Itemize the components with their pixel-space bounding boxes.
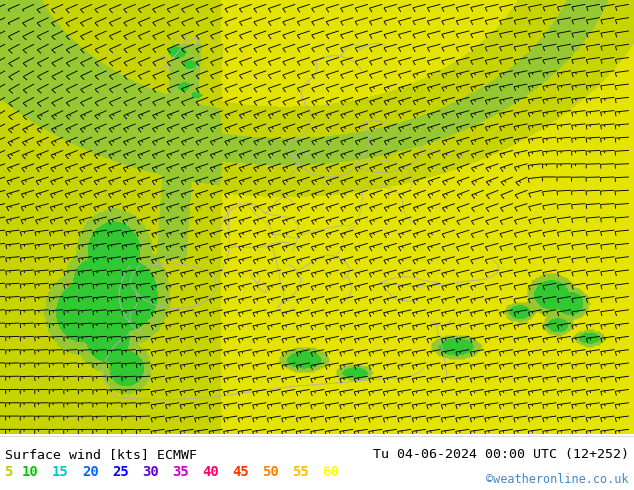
Text: ©weatheronline.co.uk: ©weatheronline.co.uk [486,473,629,487]
Text: 35: 35 [172,465,189,479]
Text: 10: 10 [22,465,39,479]
Text: 15: 15 [52,465,68,479]
Text: 50: 50 [262,465,279,479]
Text: Tu 04-06-2024 00:00 UTC (12+252): Tu 04-06-2024 00:00 UTC (12+252) [373,448,629,461]
Text: 45: 45 [232,465,249,479]
Text: Surface wind [kts] ECMWF: Surface wind [kts] ECMWF [5,448,197,461]
Text: 30: 30 [142,465,158,479]
Text: 25: 25 [112,465,129,479]
Text: 55: 55 [292,465,309,479]
Text: 60: 60 [322,465,339,479]
Text: 20: 20 [82,465,99,479]
Text: 40: 40 [202,465,219,479]
Text: 5: 5 [4,465,13,479]
